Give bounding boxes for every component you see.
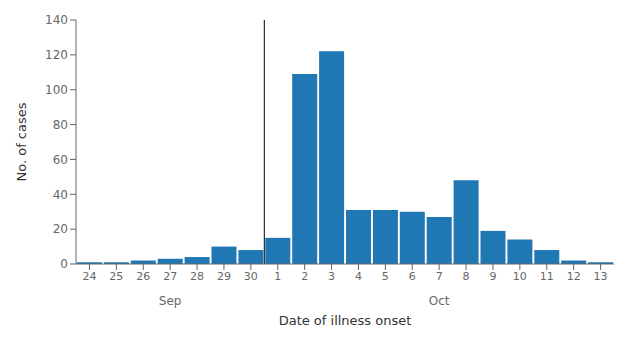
svg-text:Sep: Sep xyxy=(159,294,182,308)
svg-text:27: 27 xyxy=(163,270,177,283)
svg-text:3: 3 xyxy=(328,270,335,283)
svg-text:40: 40 xyxy=(53,188,68,202)
svg-text:4: 4 xyxy=(355,270,362,283)
svg-text:Oct: Oct xyxy=(429,294,450,308)
svg-text:Date of illness onset: Date of illness onset xyxy=(279,313,412,328)
svg-text:28: 28 xyxy=(190,270,204,283)
svg-text:25: 25 xyxy=(109,270,123,283)
svg-text:24: 24 xyxy=(82,270,96,283)
svg-text:120: 120 xyxy=(45,48,68,62)
svg-text:9: 9 xyxy=(489,270,496,283)
svg-text:No. of cases: No. of cases xyxy=(14,102,29,181)
svg-text:29: 29 xyxy=(217,270,231,283)
svg-text:140: 140 xyxy=(45,13,68,27)
svg-text:30: 30 xyxy=(244,270,258,283)
svg-text:6: 6 xyxy=(409,270,416,283)
svg-text:1: 1 xyxy=(274,270,281,283)
svg-text:10: 10 xyxy=(513,270,527,283)
svg-text:7: 7 xyxy=(436,270,443,283)
svg-text:80: 80 xyxy=(53,118,68,132)
svg-text:26: 26 xyxy=(136,270,150,283)
svg-text:11: 11 xyxy=(540,270,554,283)
svg-text:2: 2 xyxy=(301,270,308,283)
svg-text:12: 12 xyxy=(567,270,581,283)
svg-text:5: 5 xyxy=(382,270,389,283)
svg-text:60: 60 xyxy=(53,153,68,167)
svg-text:8: 8 xyxy=(463,270,470,283)
svg-text:20: 20 xyxy=(53,222,68,236)
svg-text:0: 0 xyxy=(60,257,68,271)
svg-text:100: 100 xyxy=(45,83,68,97)
svg-text:13: 13 xyxy=(594,270,608,283)
